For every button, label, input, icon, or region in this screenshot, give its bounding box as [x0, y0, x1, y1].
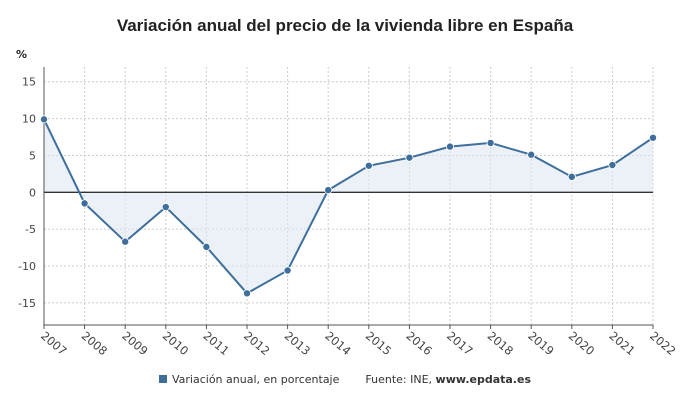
data-point [486, 138, 495, 147]
source-site: www.epdata.es [435, 373, 531, 386]
data-point [161, 203, 170, 212]
legend-swatch [158, 375, 167, 383]
y-tick-label: 0 [29, 186, 36, 199]
data-point [608, 161, 617, 170]
y-tick-label: 5 [29, 149, 36, 162]
data-point [80, 199, 89, 208]
y-tick-label: -10 [18, 260, 36, 273]
x-tick-label: 2013 [282, 329, 313, 359]
data-point [567, 172, 576, 181]
x-tick-label: 2009 [119, 329, 150, 359]
line-chart: % 15 10 5 0 -5 -10 -15 2007 2008 2009 2010 2011 201… [16, 48, 679, 359]
data-point [283, 266, 292, 275]
x-tick-label: 2016 [403, 329, 434, 359]
data-point [121, 237, 130, 246]
data-point [242, 289, 251, 298]
y-tick-label: 10 [22, 113, 36, 126]
axes [43, 67, 654, 329]
data-points [40, 115, 658, 298]
x-tick-label: 2019 [525, 329, 556, 359]
x-tick-labels: 2007 2008 2009 2010 2011 2012 2013 2014 2015 2016… [38, 329, 678, 359]
x-tick-label: 2022 [647, 329, 678, 359]
x-tick-label: 2011 [200, 329, 231, 359]
x-tick-label: 2014 [322, 329, 353, 359]
x-tick-label: 2015 [363, 329, 394, 359]
area-fill [44, 119, 653, 294]
y-tick-labels: 15 10 5 0 -5 -10 -15 [18, 76, 36, 310]
legend: Variación anual, en porcentaje Fuente: IN… [0, 373, 690, 386]
y-tick-label: -15 [18, 297, 36, 310]
x-tick-label: 2018 [485, 329, 516, 359]
y-tick-label: -5 [25, 223, 36, 236]
x-tick-label: 2020 [566, 329, 597, 359]
legend-label: Variación anual, en porcentaje [171, 373, 340, 386]
x-tick-label: 2012 [241, 329, 272, 359]
x-tick-label: 2017 [444, 329, 475, 359]
y-tick-label: 15 [22, 76, 36, 89]
data-point [445, 142, 454, 151]
area-fill-layer [44, 119, 653, 294]
chart-title: Variación anual del precio de la viviend… [116, 16, 574, 35]
x-tick-label: 2007 [38, 329, 69, 359]
x-tick-label: 2021 [606, 329, 637, 359]
series-line [43, 118, 654, 295]
data-point [405, 153, 414, 162]
source-label: Fuente: INE, [365, 373, 433, 386]
x-tick-label: 2010 [160, 329, 191, 359]
data-point [364, 161, 373, 170]
y-axis-unit: % [16, 48, 27, 61]
data-point [324, 186, 333, 195]
series-line-layer [43, 118, 654, 295]
data-point [202, 242, 211, 251]
x-tick-label: 2008 [79, 329, 110, 359]
data-point [527, 150, 536, 159]
data-point [649, 133, 658, 142]
data-point [40, 115, 49, 124]
